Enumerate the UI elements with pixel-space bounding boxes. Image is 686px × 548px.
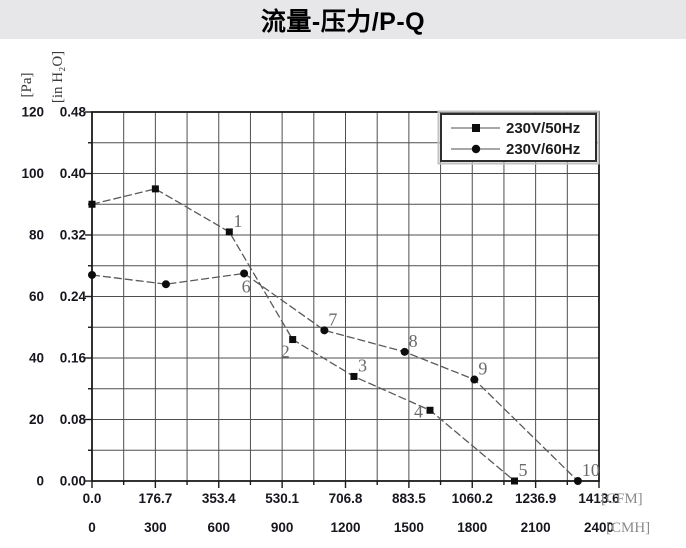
legend-box <box>440 113 597 162</box>
legend-label: 230V/60Hz <box>506 141 580 158</box>
x-tick-label-cmh: 900 <box>271 520 294 535</box>
data-point-circle <box>161 280 170 289</box>
data-point-square <box>88 200 96 208</box>
y-tick-label-inh2o: 0.08 <box>60 412 87 427</box>
data-point-square <box>151 185 159 193</box>
y-tick-label-pa: 80 <box>29 228 44 243</box>
y-tick-label-pa: 120 <box>21 105 44 120</box>
data-point-square <box>426 406 434 414</box>
legend-marker-square <box>472 124 480 132</box>
x-tick-label-cmh: 1500 <box>394 520 424 535</box>
chart-title: 流量-压力/P-Q <box>260 7 426 36</box>
data-point-square <box>289 336 297 344</box>
x-tick-label-cfm: 1236.9 <box>515 491 556 506</box>
point-label: 10 <box>582 460 600 480</box>
x-tick-label-cfm: 530.1 <box>265 491 299 506</box>
point-label: 9 <box>478 359 487 379</box>
chart-title-banner: 流量-压力/P-Q <box>0 0 686 39</box>
data-point-circle <box>573 477 582 485</box>
x-tick-label-cmh: 2400 <box>584 520 614 535</box>
data-point-circle <box>320 326 329 335</box>
y-tick-label-pa: 0 <box>36 474 44 489</box>
point-label: 7 <box>328 309 337 329</box>
x-tick-label-cmh: 1200 <box>330 520 360 535</box>
x-tick-label-cmh: 0 <box>88 520 96 535</box>
y-tick-label-inh2o: 0.16 <box>60 351 87 366</box>
y-tick-label-pa: 100 <box>21 166 44 181</box>
data-point-circle <box>88 270 96 279</box>
data-point-square <box>511 477 518 485</box>
x-tick-label-cfm: 176.7 <box>138 491 172 506</box>
data-point-circle <box>470 375 479 384</box>
x-tick-label-cmh: 300 <box>144 520 167 535</box>
y-tick-label-pa: 60 <box>29 289 44 304</box>
y-tick-label-inh2o: 0.00 <box>60 474 86 489</box>
data-point-square <box>225 228 233 236</box>
x-tick-label-cfm: 706.8 <box>329 491 363 506</box>
y-tick-label-inh2o: 0.40 <box>60 166 86 181</box>
y-tick-label-inh2o: 0.32 <box>60 228 86 243</box>
y-axis-unit-pa: [Pa] <box>19 73 35 98</box>
x-tick-label-cmh: 600 <box>207 520 230 535</box>
y-tick-label-inh2o: 0.24 <box>60 289 87 304</box>
point-label: 1 <box>233 211 242 231</box>
point-label: 6 <box>242 276 251 296</box>
y-tick-label-pa: 40 <box>29 351 44 366</box>
data-point-square <box>350 372 358 380</box>
point-label: 8 <box>409 331 418 351</box>
legend-marker-circle <box>471 144 481 154</box>
point-label: 3 <box>358 355 367 375</box>
legend-outer-frame <box>437 110 600 165</box>
legend-label: 230V/50Hz <box>506 120 580 137</box>
y-tick-label-inh2o: 0.48 <box>60 105 87 120</box>
data-point-circle <box>240 269 249 278</box>
x-axis-unit-cfm: [CFM] <box>601 491 643 507</box>
x-tick-label-cfm: 0.0 <box>83 491 102 506</box>
data-point-circle <box>400 347 409 356</box>
x-axis-unit-cmh: [CMH] <box>606 520 650 536</box>
x-tick-label-cmh: 2100 <box>521 520 551 535</box>
x-tick-label-cmh: 1800 <box>457 520 487 535</box>
x-tick-label-cfm: 1413.6 <box>578 491 620 506</box>
point-label: 2 <box>281 342 290 362</box>
point-label: 5 <box>519 460 528 480</box>
x-tick-label-cfm: 883.5 <box>392 491 426 506</box>
y-tick-label-pa: 20 <box>29 412 44 427</box>
x-tick-label-cfm: 1060.2 <box>452 491 493 506</box>
y-axis-unit-inh2o: [in H₂O] <box>50 51 66 103</box>
point-label: 4 <box>414 401 423 421</box>
x-tick-label-cfm: 353.4 <box>202 491 236 506</box>
